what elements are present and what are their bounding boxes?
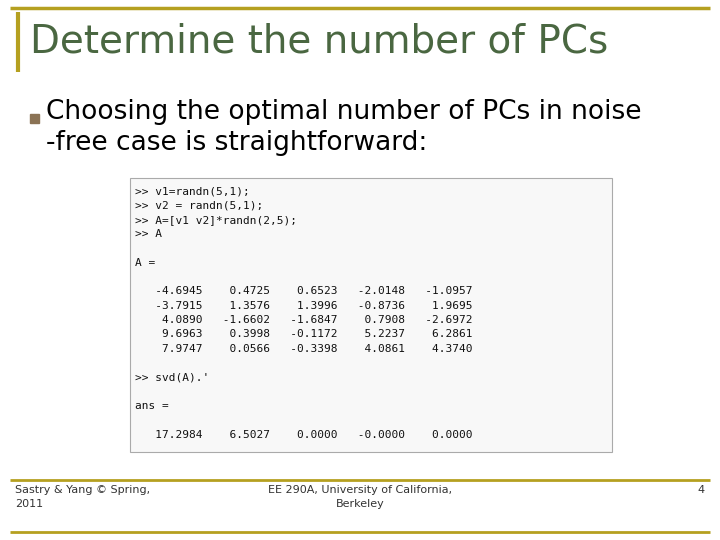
Text: Choosing the optimal number of PCs in noise: Choosing the optimal number of PCs in no… [46, 99, 642, 125]
Text: 4: 4 [698, 485, 705, 495]
Text: 9.6963    0.3998   -0.1172    5.2237    6.2861: 9.6963 0.3998 -0.1172 5.2237 6.2861 [135, 329, 472, 339]
Text: >> v2 = randn(5,1);: >> v2 = randn(5,1); [135, 200, 264, 211]
Text: 7.9747    0.0566   -0.3398    4.0861    4.3740: 7.9747 0.0566 -0.3398 4.0861 4.3740 [135, 343, 472, 354]
Text: ans =: ans = [135, 401, 168, 411]
Text: -3.7915    1.3576    1.3996   -0.8736    1.9695: -3.7915 1.3576 1.3996 -0.8736 1.9695 [135, 301, 472, 310]
Text: A =: A = [135, 258, 156, 268]
Text: -4.6945    0.4725    0.6523   -2.0148   -1.0957: -4.6945 0.4725 0.6523 -2.0148 -1.0957 [135, 286, 472, 296]
Text: Determine the number of PCs: Determine the number of PCs [30, 23, 608, 61]
Text: >> A=[v1 v2]*randn(2,5);: >> A=[v1 v2]*randn(2,5); [135, 215, 297, 225]
Text: 17.2984    6.5027    0.0000   -0.0000    0.0000: 17.2984 6.5027 0.0000 -0.0000 0.0000 [135, 430, 472, 440]
Text: -free case is straightforward:: -free case is straightforward: [46, 130, 428, 156]
Text: 4.0890   -1.6602   -1.6847    0.7908   -2.6972: 4.0890 -1.6602 -1.6847 0.7908 -2.6972 [135, 315, 472, 325]
FancyBboxPatch shape [130, 178, 612, 452]
Text: >> svd(A).': >> svd(A).' [135, 373, 210, 382]
Text: EE 290A, University of California,
Berkeley: EE 290A, University of California, Berke… [268, 485, 452, 509]
Text: >> A: >> A [135, 229, 162, 239]
Bar [30, 113, 39, 123]
Text: >> v1=randn(5,1);: >> v1=randn(5,1); [135, 186, 250, 196]
Text: Sastry & Yang © Spring,
2011: Sastry & Yang © Spring, 2011 [15, 485, 150, 509]
